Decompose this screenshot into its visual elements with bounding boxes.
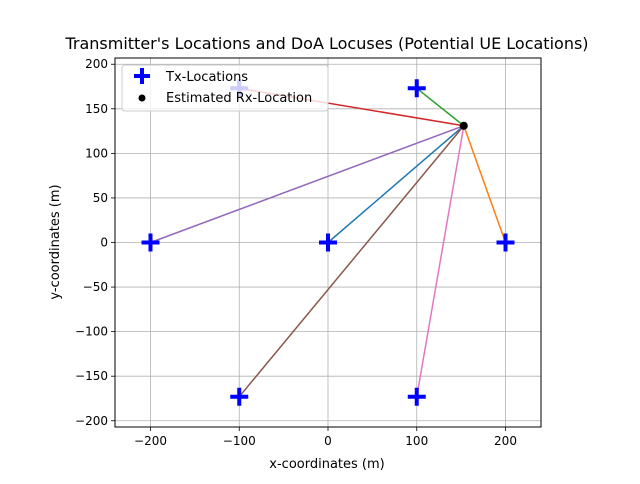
legend-rx-symbol [138, 94, 146, 102]
y-tick-label: −100 [75, 325, 108, 339]
legend-tx-label: Tx-Locations [165, 70, 248, 85]
legend-rx-label: Estimated Rx-Location [166, 91, 312, 106]
legend: Tx-Locations Estimated Rx-Location [121, 64, 329, 112]
y-axis-label: y-coordinates (m) [48, 184, 63, 299]
doa-line [238, 125, 465, 398]
rx-marker [459, 121, 468, 130]
tx-marker [407, 387, 426, 406]
tx-marker [230, 387, 249, 406]
y-tick-label: 200 [85, 57, 108, 71]
doa-lines [150, 87, 507, 398]
chart-title: Transmitter's Locations and DoA Locuses … [64, 34, 588, 53]
doa-line [416, 125, 465, 397]
x-tick-label: 200 [494, 434, 517, 448]
y-tick-label: 150 [85, 102, 108, 116]
x-tick-label: 100 [405, 434, 428, 448]
axis-ticks: −200 −100 0 100 200 −200 −150 −100 −50 0 50 100 150 2… [75, 57, 517, 448]
doa-line [463, 125, 507, 243]
y-tick-label: 50 [93, 191, 108, 205]
doa-line [327, 125, 465, 244]
x-tick-label: 0 [324, 434, 332, 448]
y-tick-label: 100 [85, 146, 108, 160]
y-tick-label: −50 [83, 280, 108, 294]
tx-marker [319, 233, 337, 252]
doa-line [416, 87, 465, 127]
x-tick-label: −100 [223, 434, 256, 448]
y-tick-label: 0 [100, 236, 108, 250]
legend-tx-symbol [134, 68, 150, 84]
x-tick-label: −200 [134, 434, 167, 448]
legend-box [121, 64, 329, 112]
y-tick-label: −150 [75, 369, 108, 383]
tx-marker [407, 79, 426, 98]
tx-marker [496, 233, 515, 252]
x-axis-label: x-coordinates (m) [269, 457, 384, 472]
doa-line [150, 125, 465, 244]
plot-frame [114, 57, 542, 428]
tx-marker [141, 233, 160, 252]
markers [141, 79, 515, 406]
y-tick-label: −200 [75, 414, 108, 428]
